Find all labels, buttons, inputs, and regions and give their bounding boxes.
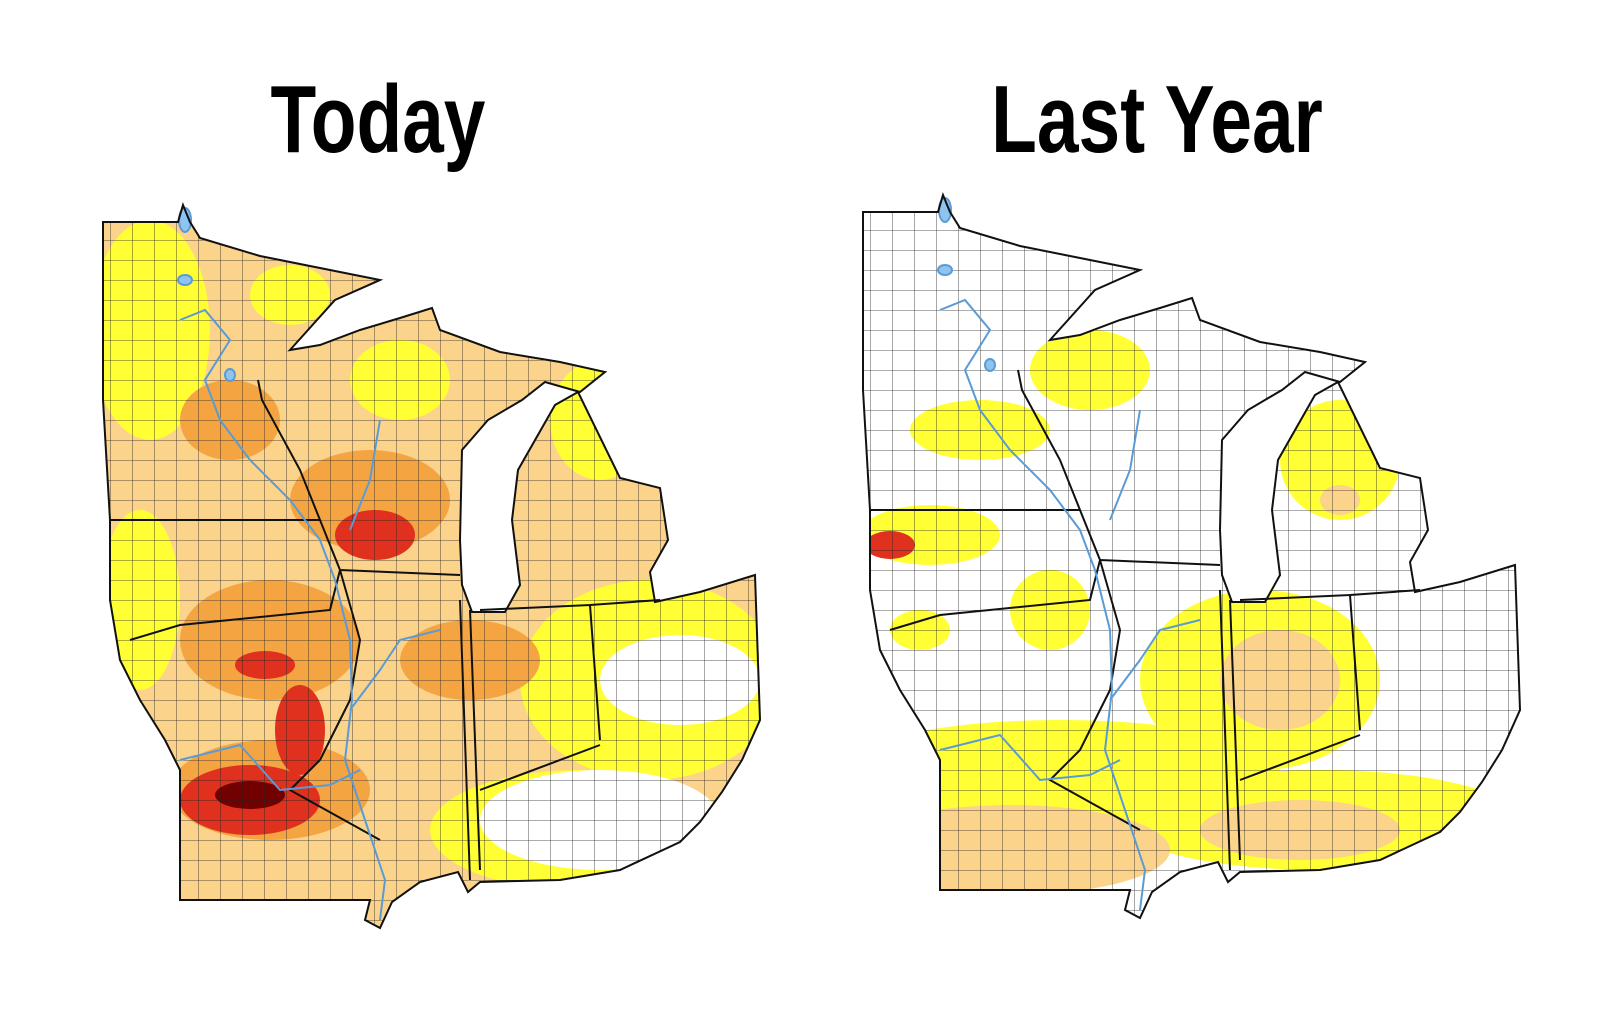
- panel-title: Last Year: [991, 66, 1323, 173]
- panel-title: Today: [271, 66, 486, 173]
- map-last-year: [862, 194, 1521, 919]
- map-today: [102, 204, 761, 929]
